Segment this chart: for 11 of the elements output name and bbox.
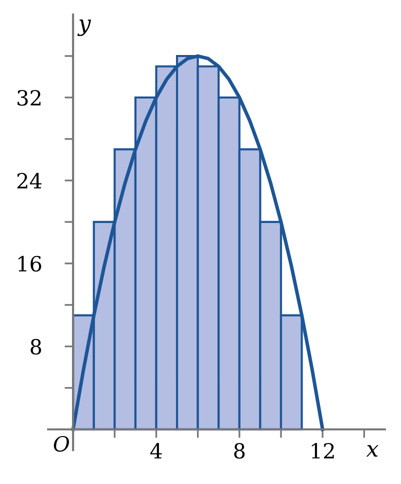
annotation: O <box>54 436 69 452</box>
y-tick-label: 32 <box>18 90 40 106</box>
x-tick-label: 12 <box>312 442 334 458</box>
line-series <box>71 54 324 432</box>
x-tick-label: 4 <box>150 442 162 458</box>
y-tick-label: 24 <box>17 172 42 188</box>
y-tick-label: 8 <box>30 338 42 355</box>
x-axis-title: x <box>366 445 378 457</box>
x-tick-label: 8 <box>234 442 245 459</box>
y-tick-label: 16 <box>18 256 42 272</box>
y-axis-title: y <box>77 20 92 36</box>
